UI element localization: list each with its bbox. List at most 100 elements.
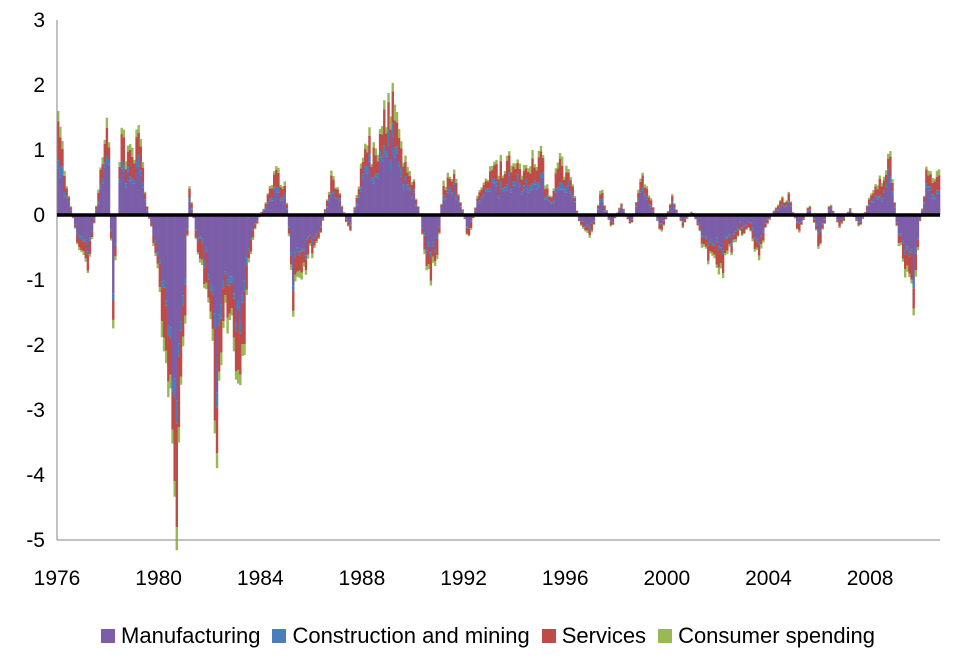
bar-segment-construction-and-mining — [556, 187, 560, 191]
bar-segment-services — [467, 228, 471, 236]
bar-segment-services — [427, 246, 430, 265]
bar-segment-manufacturing — [535, 189, 538, 215]
bar-segment-consumer-spending — [78, 247, 81, 251]
bar-segment-services — [73, 224, 77, 228]
bar-segment-construction-and-mining — [63, 191, 66, 197]
bar-segment-construction-and-mining — [171, 381, 174, 392]
bar-segment-services — [425, 253, 428, 267]
bar-segment-services — [772, 210, 776, 212]
bar-segment-manufacturing — [751, 215, 754, 228]
bar-segment-consumer-spending — [243, 344, 246, 356]
bar-segment-construction-and-mining — [313, 236, 316, 239]
bar-segment-consumer-spending — [546, 184, 549, 189]
legend-item-construction: Construction and mining — [272, 623, 530, 649]
bar-segment-services — [486, 181, 490, 189]
bar-segment-construction-and-mining — [707, 242, 710, 246]
bar-segment-consumer-spending — [67, 195, 71, 198]
bar-segment-services — [567, 172, 570, 182]
bar-segment-services — [802, 218, 805, 220]
bar-segment-consumer-spending — [283, 181, 286, 186]
bar-segment-services — [175, 423, 178, 528]
bar-segment-consumer-spending — [126, 145, 130, 152]
bar-segment-services — [882, 180, 886, 191]
bar-segment-manufacturing — [361, 178, 365, 215]
bar-segment-consumer-spending — [512, 163, 515, 167]
bar-segment-construction-and-mining — [245, 257, 248, 266]
bar-segment-construction-and-mining — [779, 206, 782, 209]
bar-segment-consumer-spending — [704, 246, 708, 249]
bar-segment-services — [582, 221, 585, 228]
bar-segment-services — [387, 102, 390, 130]
bar-segment-services — [148, 217, 151, 219]
bar-segment-manufacturing — [287, 215, 291, 226]
bar-segment-manufacturing — [410, 198, 414, 215]
bar-segment-construction-and-mining — [200, 238, 204, 244]
bar-segment-construction-and-mining — [361, 173, 365, 179]
bar-segment-manufacturing — [372, 183, 375, 215]
bar-segment-manufacturing — [160, 215, 164, 282]
bar-segment-services — [611, 222, 615, 225]
bar-segment-manufacturing — [527, 192, 530, 215]
bar-segment-manufacturing — [262, 210, 265, 215]
bar-segment-manufacturing — [550, 203, 553, 215]
bar-segment-consumer-spending — [304, 270, 308, 275]
bar-segment-services — [851, 212, 854, 214]
bar-segment-construction-and-mining — [897, 233, 901, 237]
bar-segment-construction-and-mining — [908, 251, 911, 257]
bar-segment-manufacturing — [226, 215, 229, 280]
bar-segment-construction-and-mining — [158, 259, 162, 264]
bar-segment-construction-and-mining — [389, 160, 392, 172]
bar-segment-consumer-spending — [596, 204, 600, 206]
bar-segment-consumer-spending — [317, 237, 320, 239]
bar-segment-construction-and-mining — [99, 185, 102, 189]
bar-segment-manufacturing — [131, 183, 134, 215]
bar-segment-manufacturing — [300, 215, 303, 249]
bar-segment-consumer-spending — [658, 228, 661, 230]
bar-segment-services — [122, 137, 126, 166]
bar-segment-construction-and-mining — [294, 251, 297, 258]
bar-segment-consumer-spending — [150, 225, 153, 227]
bar-segment-consumer-spending — [397, 129, 401, 138]
bar-segment-services — [472, 216, 475, 218]
bar-segment-consumer-spending — [224, 294, 227, 303]
bar-segment-consumer-spending — [812, 222, 816, 223]
bar-segment-construction-and-mining — [937, 190, 941, 195]
bar-segment-consumer-spending — [391, 82, 394, 92]
bar-segment-consumer-spending — [609, 225, 613, 227]
bar-segment-consumer-spending — [717, 267, 721, 275]
bar-segment-manufacturing — [63, 196, 66, 215]
bar-segment-services — [876, 189, 879, 197]
bar-segment-services — [465, 227, 469, 234]
bar-segment-services — [266, 194, 270, 203]
bar-segment-manufacturing — [380, 161, 384, 215]
bar-segment-manufacturing — [868, 205, 871, 215]
bar-segment-manufacturing — [357, 197, 361, 215]
bar-segment-services — [791, 212, 795, 213]
bar-segment-services — [400, 148, 403, 168]
bar-segment-manufacturing — [668, 208, 672, 215]
bar-segment-construction-and-mining — [317, 230, 320, 233]
bar-segment-construction-and-mining — [230, 276, 234, 283]
bar-segment-construction-and-mining — [740, 227, 744, 229]
bar-segment-consumer-spending — [480, 187, 483, 190]
bar-segment-construction-and-mining — [364, 166, 367, 173]
bar-segment-construction-and-mining — [446, 189, 450, 193]
bar-segment-consumer-spending — [323, 208, 327, 210]
bar-segment-services — [512, 166, 515, 182]
bar-segment-construction-and-mining — [283, 193, 286, 199]
bar-segment-manufacturing — [637, 201, 640, 215]
bar-segment-services — [935, 176, 939, 191]
bar-segment-consumer-spending — [277, 167, 280, 173]
bar-segment-consumer-spending — [897, 243, 901, 247]
bar-segment-construction-and-mining — [414, 204, 418, 207]
bar-segment-manufacturing — [213, 215, 217, 314]
bar-segment-manufacturing — [548, 201, 551, 215]
bar-segment-manufacturing — [353, 210, 356, 215]
bar-segment-services — [749, 224, 752, 231]
bar-segment-services — [370, 166, 373, 178]
bar-segment-manufacturing — [499, 189, 502, 215]
bar-segment-manufacturing — [503, 191, 507, 215]
bar-segment-construction-and-mining — [378, 150, 382, 158]
bar-segment-manufacturing — [891, 194, 894, 215]
bar-segment-manufacturing — [112, 215, 115, 294]
